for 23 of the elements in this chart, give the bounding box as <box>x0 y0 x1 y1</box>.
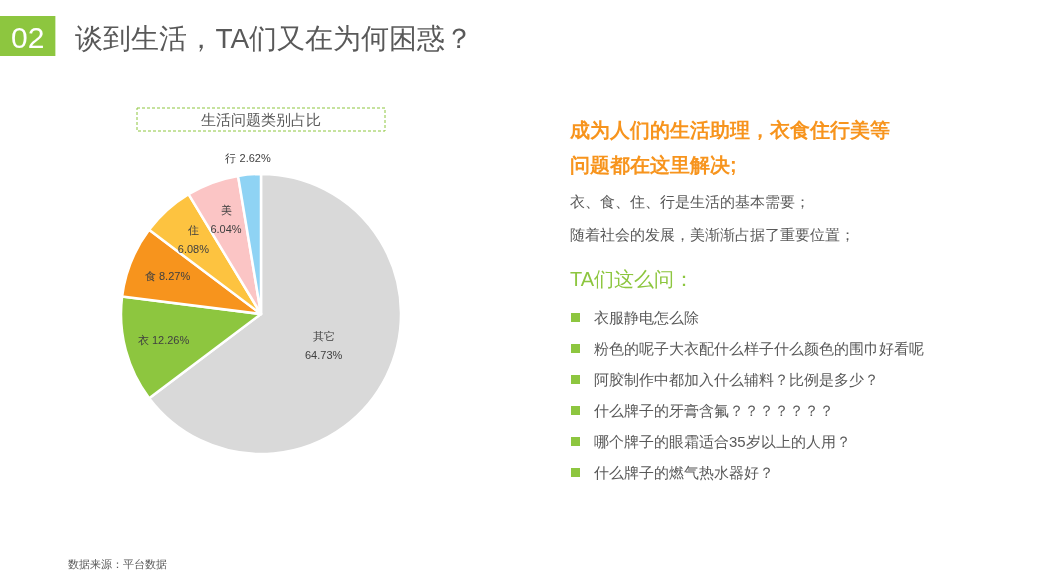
data-label: 6.08% <box>177 243 210 256</box>
text: 阿胶制作中都加入什么辅料？比例是多少？ <box>594 371 879 388</box>
slice-label: 行 2.62% <box>225 151 271 164</box>
data-label: 64.73% <box>304 349 343 362</box>
slice-label: 住 <box>187 224 199 237</box>
slice-label: 其它 <box>312 330 335 343</box>
slice-label: 美 <box>220 204 232 217</box>
text: 02 <box>11 21 45 54</box>
slice-label: 衣 12.26% <box>137 333 190 346</box>
source-note: 数据来源：平台数据 <box>68 558 167 570</box>
text: 衣服静电怎么除 <box>594 309 699 326</box>
chart-title: 生活问题类别占比 <box>201 111 321 128</box>
text: 成为人们的生活助理，衣食住行美等问题都在这里解决; <box>569 119 890 176</box>
text: 哪个牌子的眼霜适合35岁以上的人用？ <box>594 433 851 450</box>
text: 谈到生活，TA们又在为何困惑？ <box>75 23 474 54</box>
text: 随着社会的发展，美渐渐占据了重要位置； <box>570 226 855 243</box>
text: 什么牌子的燃气热水器好？ <box>593 464 774 481</box>
text: TA们这么问： <box>570 268 695 290</box>
slice-label: 食 8.27% <box>144 270 191 283</box>
text: 粉色的呢子大衣配什么样子什么颜色的围巾好看呢 <box>594 340 924 357</box>
text: 衣、食、住、行是生活的基本需要； <box>570 193 810 210</box>
data-label: 6.04% <box>210 223 242 236</box>
text: 什么牌子的牙膏含氟？？？？？？？ <box>593 402 834 419</box>
